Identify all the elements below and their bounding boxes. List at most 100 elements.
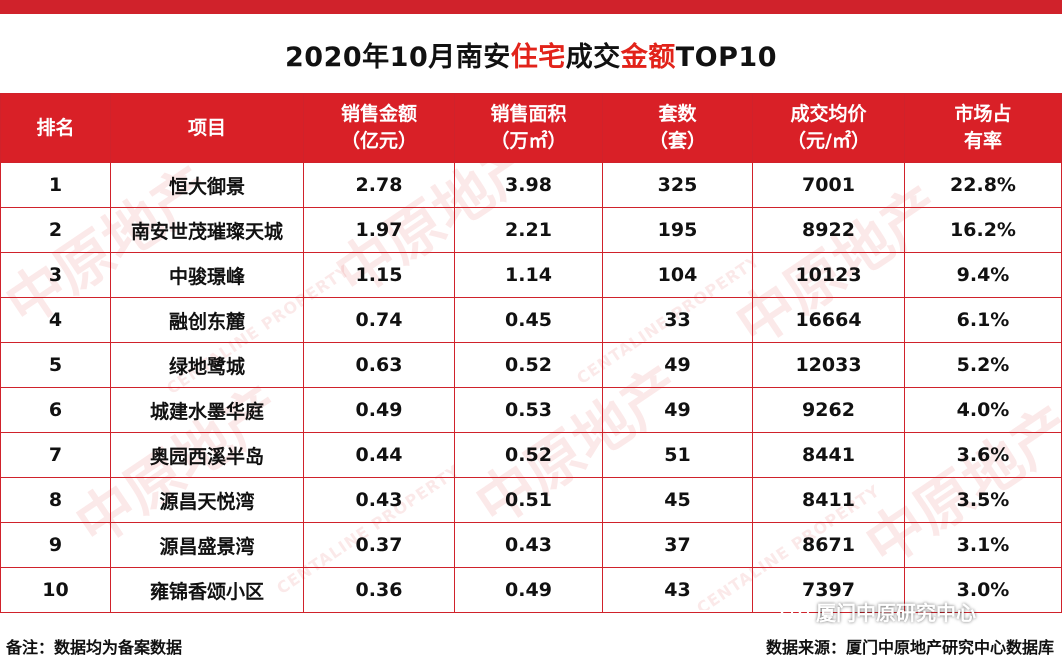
- amount-cell: 2.78: [303, 162, 455, 208]
- header-rank-label: 排名: [36, 116, 75, 139]
- area-cell: 0.49: [454, 567, 603, 613]
- header-project: 项目: [110, 93, 304, 163]
- table-header: 排名 项目 销售金额 （亿元） 销售面积 （万㎡） 套数 （套）: [0, 93, 1062, 163]
- units-cell: 51: [602, 432, 753, 478]
- amount-cell: 0.37: [303, 522, 455, 568]
- title-part-2: 住宅: [510, 42, 566, 73]
- rank-cell: 1: [0, 162, 111, 208]
- share-cell: 3.0%: [904, 567, 1062, 613]
- share-cell: 9.4%: [904, 252, 1062, 298]
- amount-cell: 1.15: [303, 252, 455, 298]
- header-units-unit: （套）: [648, 130, 706, 152]
- title-part-5: TOP10: [675, 42, 777, 73]
- area-cell: 0.45: [454, 297, 603, 343]
- rank-cell: 4: [0, 297, 111, 343]
- amount-cell: 0.36: [303, 567, 455, 613]
- amount-cell: 0.49: [303, 387, 455, 433]
- ranking-table-frame: 排名 项目 销售金额 （亿元） 销售面积 （万㎡） 套数 （套）: [0, 93, 1062, 613]
- table-row: 6 城建水墨华庭 0.49 0.53 49 9262 4.0%: [0, 387, 1062, 433]
- wechat-account-badge[interactable]: 厦门中原研究中心: [780, 598, 976, 625]
- rank-cell: 2: [0, 207, 111, 253]
- header-amount-unit: （亿元）: [340, 130, 417, 152]
- price-cell: 8671: [752, 522, 905, 568]
- footnote-remark: 备注：数据均为备案数据: [6, 638, 183, 657]
- rank-cell: 7: [0, 432, 111, 478]
- share-cell: 4.0%: [904, 387, 1062, 433]
- project-cell: 城建水墨华庭: [110, 387, 304, 433]
- price-cell: 16664: [752, 297, 905, 343]
- title-part-4: 金额: [620, 42, 676, 73]
- units-cell: 37: [602, 522, 753, 568]
- area-cell: 1.14: [454, 252, 603, 298]
- rank-cell: 10: [0, 567, 111, 613]
- header-price-label: 成交均价: [790, 103, 867, 125]
- table-row: 1 恒大御景 2.78 3.98 325 7001 22.8%: [0, 162, 1062, 208]
- wechat-icon: [780, 600, 810, 622]
- amount-cell: 1.97: [303, 207, 455, 253]
- share-cell: 3.5%: [904, 477, 1062, 523]
- project-cell: 雍锦香颂小区: [110, 567, 304, 613]
- units-cell: 33: [602, 297, 753, 343]
- amount-cell: 0.74: [303, 297, 455, 343]
- footnote-source: 数据来源：厦门中原地产研究中心数据库: [765, 638, 1054, 657]
- units-cell: 49: [602, 387, 753, 433]
- header-share-label-2: 有率: [963, 130, 1002, 152]
- price-cell: 8922: [752, 207, 905, 253]
- header-share-label: 市场占: [954, 103, 1012, 125]
- rank-cell: 9: [0, 522, 111, 568]
- units-cell: 104: [602, 252, 753, 298]
- project-cell: 绿地鹭城: [110, 342, 304, 388]
- share-cell: 16.2%: [904, 207, 1062, 253]
- price-cell: 10123: [752, 252, 905, 298]
- amount-cell: 0.44: [303, 432, 455, 478]
- table-body: 1 恒大御景 2.78 3.98 325 7001 22.8% 2 南安世茂璀璨…: [0, 162, 1062, 613]
- wechat-account-label: 厦门中原研究中心: [816, 600, 976, 625]
- project-cell: 中骏璟峰: [110, 252, 304, 298]
- price-cell: 12033: [752, 342, 905, 388]
- header-price: 成交均价 （元/㎡）: [752, 93, 905, 163]
- price-cell: 8441: [752, 432, 905, 478]
- project-cell: 源昌盛景湾: [110, 522, 304, 568]
- price-cell: 8411: [752, 477, 905, 523]
- amount-cell: 0.43: [303, 477, 455, 523]
- area-cell: 0.52: [454, 432, 603, 478]
- project-cell: 奥园西溪半岛: [110, 432, 304, 478]
- share-cell: 6.1%: [904, 297, 1062, 343]
- project-cell: 融创东麓: [110, 297, 304, 343]
- project-cell: 南安世茂璀璨天城: [110, 207, 304, 253]
- area-cell: 0.52: [454, 342, 603, 388]
- units-cell: 325: [602, 162, 753, 208]
- price-cell: 7001: [752, 162, 905, 208]
- footer: 备注：数据均为备案数据 数据来源：厦门中原地产研究中心数据库: [0, 628, 1062, 657]
- header-area: 销售面积 （万㎡）: [454, 93, 603, 163]
- header-area-label: 销售面积: [490, 103, 567, 125]
- units-cell: 45: [602, 477, 753, 523]
- page-title: 2020年10月南安住宅成交金额TOP10: [0, 38, 1062, 78]
- header-rank: 排名: [0, 93, 111, 163]
- area-cell: 3.98: [454, 162, 603, 208]
- table-row: 5 绿地鹭城 0.63 0.52 49 12033 5.2%: [0, 342, 1062, 388]
- table-row: 10 雍锦香颂小区 0.36 0.49 43 7397 3.0%: [0, 567, 1062, 613]
- share-cell: 3.1%: [904, 522, 1062, 568]
- share-cell: 5.2%: [904, 342, 1062, 388]
- share-cell: 3.6%: [904, 432, 1062, 478]
- header-area-unit: （万㎡）: [490, 130, 567, 152]
- area-cell: 0.53: [454, 387, 603, 433]
- header-units: 套数 （套）: [602, 93, 753, 163]
- table-row: 8 源昌天悦湾 0.43 0.51 45 8411 3.5%: [0, 477, 1062, 523]
- header-units-label: 套数: [658, 103, 697, 125]
- rank-cell: 8: [0, 477, 111, 523]
- table-row: 7 奥园西溪半岛 0.44 0.52 51 8441 3.6%: [0, 432, 1062, 478]
- area-cell: 0.51: [454, 477, 603, 523]
- rank-cell: 3: [0, 252, 111, 298]
- share-cell: 22.8%: [904, 162, 1062, 208]
- top-accent-bar: [0, 0, 1062, 14]
- table-row: 3 中骏璟峰 1.15 1.14 104 10123 9.4%: [0, 252, 1062, 298]
- header-price-unit: （元/㎡）: [787, 130, 870, 152]
- rank-cell: 6: [0, 387, 111, 433]
- area-cell: 0.43: [454, 522, 603, 568]
- header-project-label: 项目: [187, 116, 226, 139]
- header-amount: 销售金额 （亿元）: [303, 93, 455, 163]
- table-row: 9 源昌盛景湾 0.37 0.43 37 8671 3.1%: [0, 522, 1062, 568]
- ranking-table: 排名 项目 销售金额 （亿元） 销售面积 （万㎡） 套数 （套）: [0, 93, 1062, 613]
